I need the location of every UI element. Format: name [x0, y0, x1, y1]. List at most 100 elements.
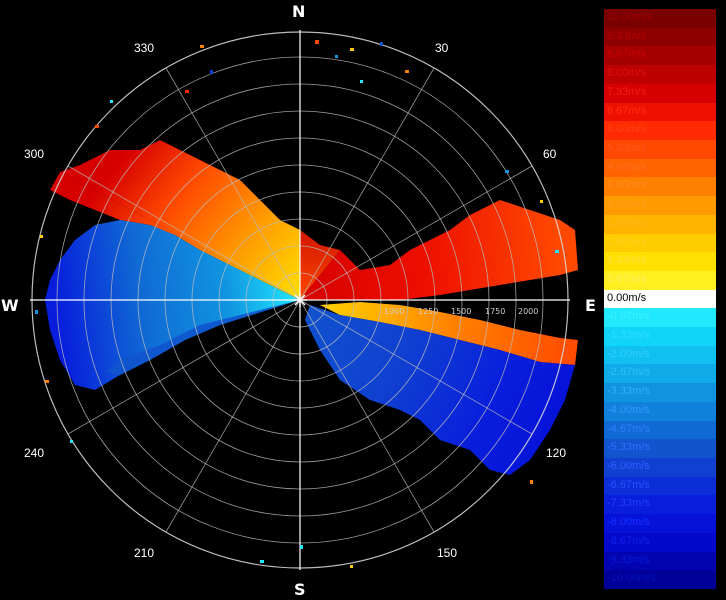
colorbar-swatch	[604, 345, 716, 365]
compass-west-label: W	[1, 296, 19, 315]
colorbar-swatch	[604, 27, 716, 47]
range-tick-1750: 1750	[485, 307, 505, 316]
colorbar-label: -3.33m/s	[607, 385, 650, 398]
colorbar-label: -0.67m/s	[607, 310, 650, 323]
colorbar-entry: -0.67m/s	[604, 308, 716, 328]
colorbar-entry: 7.33m/s	[604, 83, 716, 103]
clutter-echoes	[35, 40, 559, 568]
echo-cool-southeast	[305, 305, 575, 475]
colorbar-swatch	[604, 383, 716, 402]
colorbar-label: 1.33m/s	[607, 254, 647, 267]
colorbar-entry: 8.67m/s	[604, 46, 716, 66]
colorbar-swatch	[604, 495, 716, 515]
colorbar-label: -6.67m/s	[607, 478, 650, 491]
colorbar-label: 4.00m/s	[607, 179, 647, 192]
bearing-120-label: 120	[546, 446, 567, 460]
bearing-210-label: 210	[134, 546, 155, 560]
colorbar-label: -2.67m/s	[607, 366, 650, 379]
colorbar-entry: -6.67m/s	[604, 476, 716, 496]
bearing-240-label: 240	[24, 446, 45, 460]
colorbar-swatch	[604, 102, 716, 122]
colorbar-swatch	[604, 158, 716, 178]
colorbar-label: 4.67m/s	[607, 160, 647, 173]
colorbar-entry: -8.00m/s	[604, 514, 716, 533]
colorbar-entry: -1.33m/s	[604, 327, 716, 346]
colorbar-entry: 1.33m/s	[604, 252, 716, 271]
echo-warm-northwest	[60, 140, 310, 300]
colorbar-swatch	[604, 196, 716, 215]
colorbar-entry: 3.33m/s	[604, 196, 716, 215]
range-tick-1250: 1250	[418, 307, 438, 316]
colorbar-entry: -6.00m/s	[604, 458, 716, 477]
colorbar-swatch	[604, 514, 716, 533]
colorbar-label: 5.33m/s	[607, 141, 647, 154]
colorbar-swatch	[604, 420, 716, 440]
colorbar-entry: 6.00m/s	[604, 121, 716, 140]
colorbar-swatch	[604, 139, 716, 159]
colorbar-label: -4.67m/s	[607, 422, 650, 435]
colorbar-swatch	[604, 65, 716, 84]
bearing-60-label: 60	[543, 147, 557, 161]
colorbar-entry: 5.33m/s	[604, 139, 716, 159]
colorbar-label: 2.67m/s	[607, 216, 647, 229]
colorbar-entry: 2.00m/s	[604, 233, 716, 253]
colorbar-label: -2.00m/s	[607, 347, 650, 360]
range-tick-labels: 1000 1250 1500 1750 2000	[384, 307, 538, 316]
colorbar-label: -8.00m/s	[607, 516, 650, 529]
colorbar-swatch	[604, 289, 716, 309]
colorbar-swatch	[604, 327, 716, 346]
colorbar-entry: 0.00m/s	[604, 289, 716, 309]
bearing-330-label: 330	[134, 41, 155, 55]
bearing-150-label: 150	[437, 546, 458, 560]
colorbar-entry: 9.33m/s	[604, 27, 716, 47]
range-tick-1000: 1000	[384, 307, 404, 316]
colorbar-entry: 8.00m/s	[604, 65, 716, 84]
colorbar-swatch	[604, 570, 716, 589]
range-tick-2000: 2000	[518, 307, 538, 316]
colorbar-label: 0.67m/s	[607, 272, 647, 285]
colorbar-entry: 6.67m/s	[604, 102, 716, 122]
echo-cool-southwest	[105, 300, 300, 375]
colorbar-label: -6.00m/s	[607, 460, 650, 473]
colorbar-label: -1.33m/s	[607, 329, 650, 342]
colorbar-entry: -9.33m/s	[604, 551, 716, 571]
colorbar-swatch	[604, 401, 716, 421]
colorbar-swatch	[604, 458, 716, 477]
colorbar-swatch	[604, 308, 716, 328]
colorbar-entry: -8.67m/s	[604, 532, 716, 552]
colorbar-entry: -10.00m/s	[604, 570, 716, 589]
colorbar-label: -5.33m/s	[607, 441, 650, 454]
echo-warm-east	[300, 200, 578, 300]
colorbar-entry: -5.33m/s	[604, 439, 716, 459]
compass-south-label: S	[294, 580, 306, 599]
colorbar-entry: 4.67m/s	[604, 158, 716, 178]
colorbar-entry: -2.00m/s	[604, 345, 716, 365]
colorbar-swatch	[604, 364, 716, 384]
colorbar-swatch	[604, 270, 716, 290]
colorbar-entry: -4.67m/s	[604, 420, 716, 440]
colorbar-entry: 2.67m/s	[604, 214, 716, 234]
compass-east-label: E	[585, 296, 596, 315]
colorbar-label: 8.67m/s	[607, 48, 647, 61]
colorbar-label: 7.33m/s	[607, 85, 647, 98]
colorbar-swatch	[604, 177, 716, 197]
colorbar-entry: 10.00m/s	[604, 9, 716, 28]
colorbar-label: 2.00m/s	[607, 235, 647, 248]
compass-north-label: N	[292, 2, 306, 21]
echo-warm-southeast-band	[320, 302, 578, 365]
colorbar-entry: -4.00m/s	[604, 401, 716, 421]
colorbar-label: -10.00m/s	[607, 572, 656, 585]
colorbar-label: 0.00m/s	[607, 291, 647, 304]
bearing-300-label: 300	[24, 147, 45, 161]
radar-center-marker	[293, 293, 307, 307]
colorbar-swatch	[604, 551, 716, 571]
bearing-30-label: 30	[435, 41, 449, 55]
echo-warm-west-upper	[50, 172, 300, 300]
colorbar-swatch	[604, 214, 716, 234]
colorbar-swatch	[604, 476, 716, 496]
colorbar-swatch	[604, 233, 716, 253]
colorbar-entry: -3.33m/s	[604, 383, 716, 402]
colorbar-swatch	[604, 252, 716, 271]
colorbar-label: 6.67m/s	[607, 104, 647, 117]
colorbar-label: 6.00m/s	[607, 123, 647, 136]
